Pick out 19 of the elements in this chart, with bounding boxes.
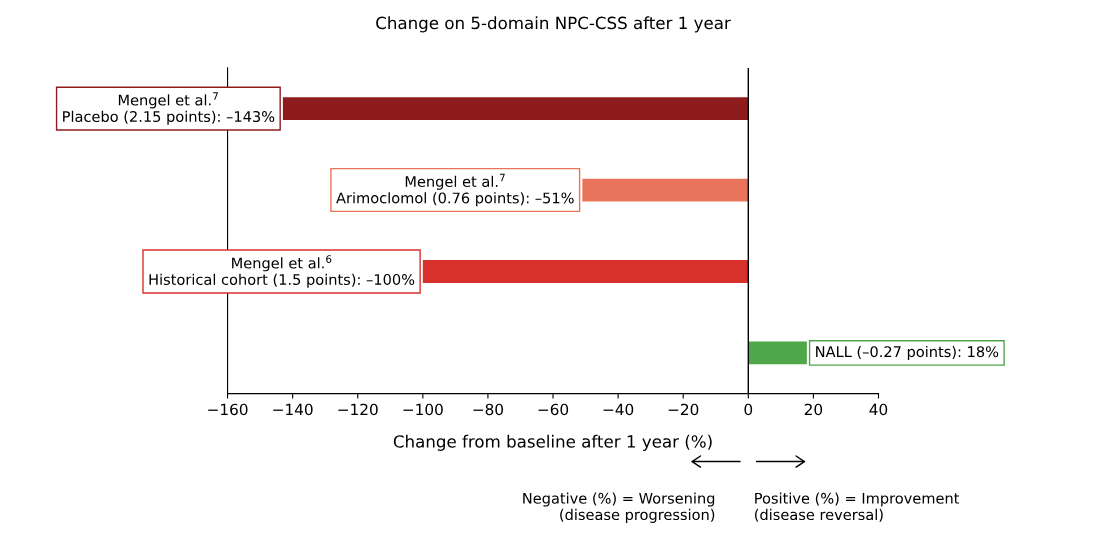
- chart-title: Change on 5-domain NPC-CSS after 1 year: [376, 16, 731, 33]
- x-tick-label: −20: [668, 403, 699, 416]
- x-tick-label: −40: [603, 403, 634, 416]
- x-tick-label: −100: [403, 403, 443, 416]
- text: Positive (%) = Improvement (disease reversal): [755, 492, 960, 522]
- x-tick-label: 40: [869, 403, 888, 416]
- x-tick-label: 20: [804, 403, 823, 416]
- x-tick-label: −80: [473, 403, 504, 416]
- data-label: NALL (–0.27 points): 18%: [816, 345, 999, 361]
- data-label: Mengel et al.$^{6}$ Historical cohort (1.5 points): –100%: [149, 255, 415, 288]
- x-tick-label: −60: [538, 403, 569, 416]
- data-label: Mengel et al.$^{7}$ Placebo (2.15 points): –143%: [63, 92, 275, 125]
- x-tick-label: −140: [273, 403, 313, 416]
- x-axis-title: Change from baseline after 1 year (%): [393, 434, 712, 451]
- data-label: Mengel et al.$^{7}$ Arimoclomol (0.76 points): –51%: [336, 173, 574, 207]
- x-tick-label: 0: [744, 403, 753, 416]
- text: Negative (%) = Worsening (disease progression): [523, 492, 715, 523]
- x-tick-label: −120: [338, 403, 378, 416]
- x-tick-label: −160: [208, 403, 248, 416]
